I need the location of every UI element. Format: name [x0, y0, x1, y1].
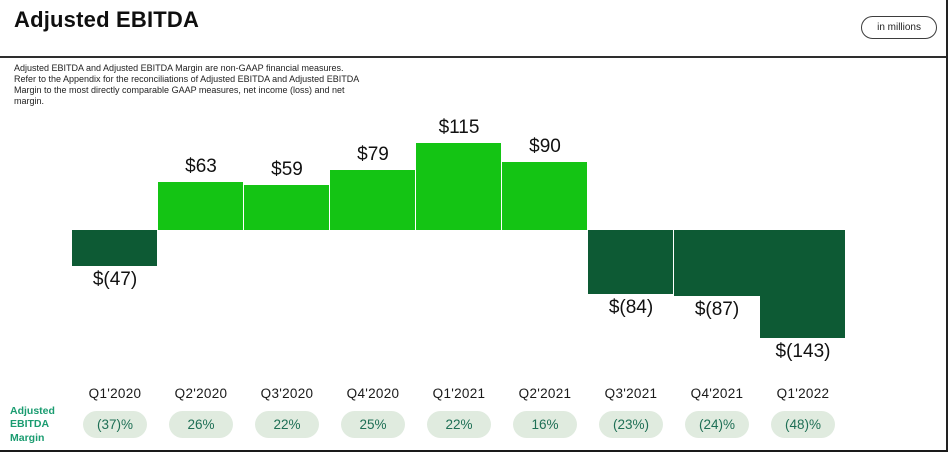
- margin-pill: (23%): [599, 411, 663, 438]
- x-axis-label: Q1'2020: [88, 386, 142, 401]
- ebitda-bar: [674, 230, 760, 296]
- ebitda-bar: [72, 230, 157, 266]
- x-axis-label: Q4'2020: [346, 386, 400, 401]
- x-axis-label: Q4'2021: [690, 386, 744, 401]
- bar-value-label: $63: [185, 156, 217, 178]
- bar-value-label: $(47): [92, 268, 138, 290]
- x-axis-label: Q2'2021: [518, 386, 572, 401]
- x-axis-label: Q1'2021: [432, 386, 486, 401]
- bar-value-label: $(143): [775, 341, 831, 363]
- page-title: Adjusted EBITDA: [14, 7, 200, 32]
- margin-pill: (37)%: [83, 411, 147, 438]
- bar-value-label: $115: [438, 116, 480, 138]
- margin-pill: 22%: [427, 411, 491, 438]
- ebitda-bar: [502, 161, 587, 230]
- ebitda-bar: [416, 142, 501, 230]
- margin-pill: (24)%: [685, 411, 749, 438]
- header-divider: [0, 56, 948, 58]
- bar-value-label: $(84): [608, 296, 654, 318]
- non-gaap-disclaimer: Adjusted EBITDA and Adjusted EBITDA Marg…: [14, 63, 360, 106]
- unit-badge: in millions: [861, 16, 937, 39]
- frame-border-right: [946, 0, 948, 452]
- bar-value-label: $79: [357, 144, 389, 166]
- bar-value-label: $59: [271, 159, 303, 181]
- margin-pill: 22%: [255, 411, 319, 438]
- bar-value-label: $(87): [694, 298, 740, 320]
- ebitda-bar: [158, 182, 243, 230]
- x-axis-label: Q3'2021: [604, 386, 658, 401]
- ebitda-bar: [330, 170, 415, 230]
- x-axis-label: Q2'2020: [174, 386, 228, 401]
- x-axis-label: Q1'2022: [776, 386, 830, 401]
- ebitda-bar: [588, 230, 673, 294]
- margin-pill: 25%: [341, 411, 405, 438]
- bar-value-label: $90: [529, 135, 561, 157]
- frame-border-bottom: [0, 450, 948, 452]
- x-axis-label: Q3'2020: [260, 386, 314, 401]
- ebitda-bar: [760, 230, 845, 339]
- margin-pill: 16%: [513, 411, 577, 438]
- margin-pill: (48)%: [771, 411, 835, 438]
- margin-pill: 26%: [169, 411, 233, 438]
- ebitda-bar: [244, 185, 329, 230]
- margin-row-label: Adjusted EBITDA Margin: [10, 405, 55, 444]
